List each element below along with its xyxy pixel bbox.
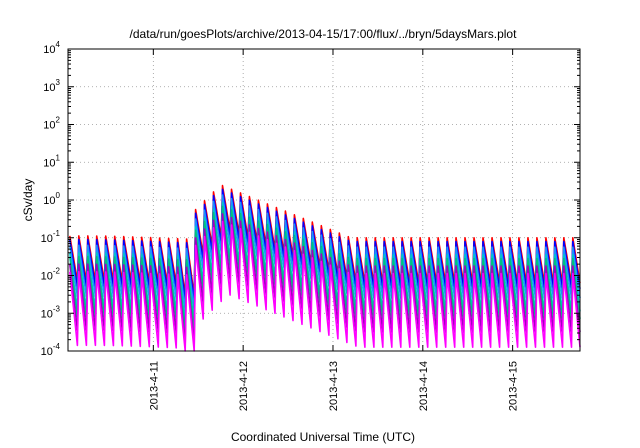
y-tick-label: 10-3 — [41, 304, 61, 320]
x-tick-label: 2013-4-15 — [508, 361, 520, 411]
y-tick-base: 10 — [43, 157, 55, 169]
y-tick-exponent: -2 — [53, 267, 61, 276]
y-tick-base: 10 — [41, 233, 53, 245]
x-tick-label: 2013-4-13 — [328, 361, 340, 411]
y-tick-label: 10-2 — [41, 267, 61, 283]
series-layer — [69, 184, 581, 352]
ticks: 10-410-310-210-11001011021031042013-4-11… — [41, 40, 580, 411]
y-tick-exponent: 2 — [56, 116, 61, 125]
x-tick-label: 2013-4-14 — [418, 361, 430, 411]
x-tick-label: 2013-4-11 — [148, 361, 160, 410]
y-tick-base: 10 — [43, 44, 55, 56]
series-line — [69, 188, 581, 303]
y-tick-base: 10 — [43, 82, 55, 94]
y-tick-base: 10 — [41, 271, 53, 283]
y-tick-exponent: 4 — [56, 40, 61, 49]
y-tick-base: 10 — [41, 346, 53, 358]
y-tick-label: 10-4 — [41, 342, 61, 358]
y-tick-label: 100 — [43, 191, 60, 207]
y-tick-label: 101 — [43, 153, 60, 169]
y-tick-base: 10 — [41, 308, 53, 320]
y-tick-label: 104 — [43, 40, 60, 56]
y-tick-base: 10 — [43, 195, 55, 207]
y-tick-exponent: 0 — [56, 191, 61, 200]
series-line — [69, 194, 581, 312]
series-line — [69, 205, 581, 333]
y-tick-exponent: -4 — [53, 342, 61, 351]
y-axis-label: cSv/day — [21, 179, 35, 222]
series-line — [69, 220, 581, 352]
y-tick-label: 10-1 — [41, 229, 61, 245]
y-tick-exponent: 3 — [56, 78, 61, 87]
y-tick-exponent: -1 — [53, 229, 61, 238]
y-tick-label: 103 — [43, 78, 60, 94]
y-tick-exponent: -3 — [53, 304, 61, 313]
x-axis-label: Coordinated Universal Time (UTC) — [231, 430, 415, 444]
y-tick-base: 10 — [43, 120, 55, 132]
x-tick-label: 2013-4-12 — [238, 361, 250, 411]
y-tick-label: 102 — [43, 116, 60, 132]
series-line — [69, 213, 581, 346]
y-tick-exponent: 1 — [56, 153, 61, 162]
chart-title: /data/run/goesPlots/archive/2013-04-15/1… — [130, 27, 518, 41]
